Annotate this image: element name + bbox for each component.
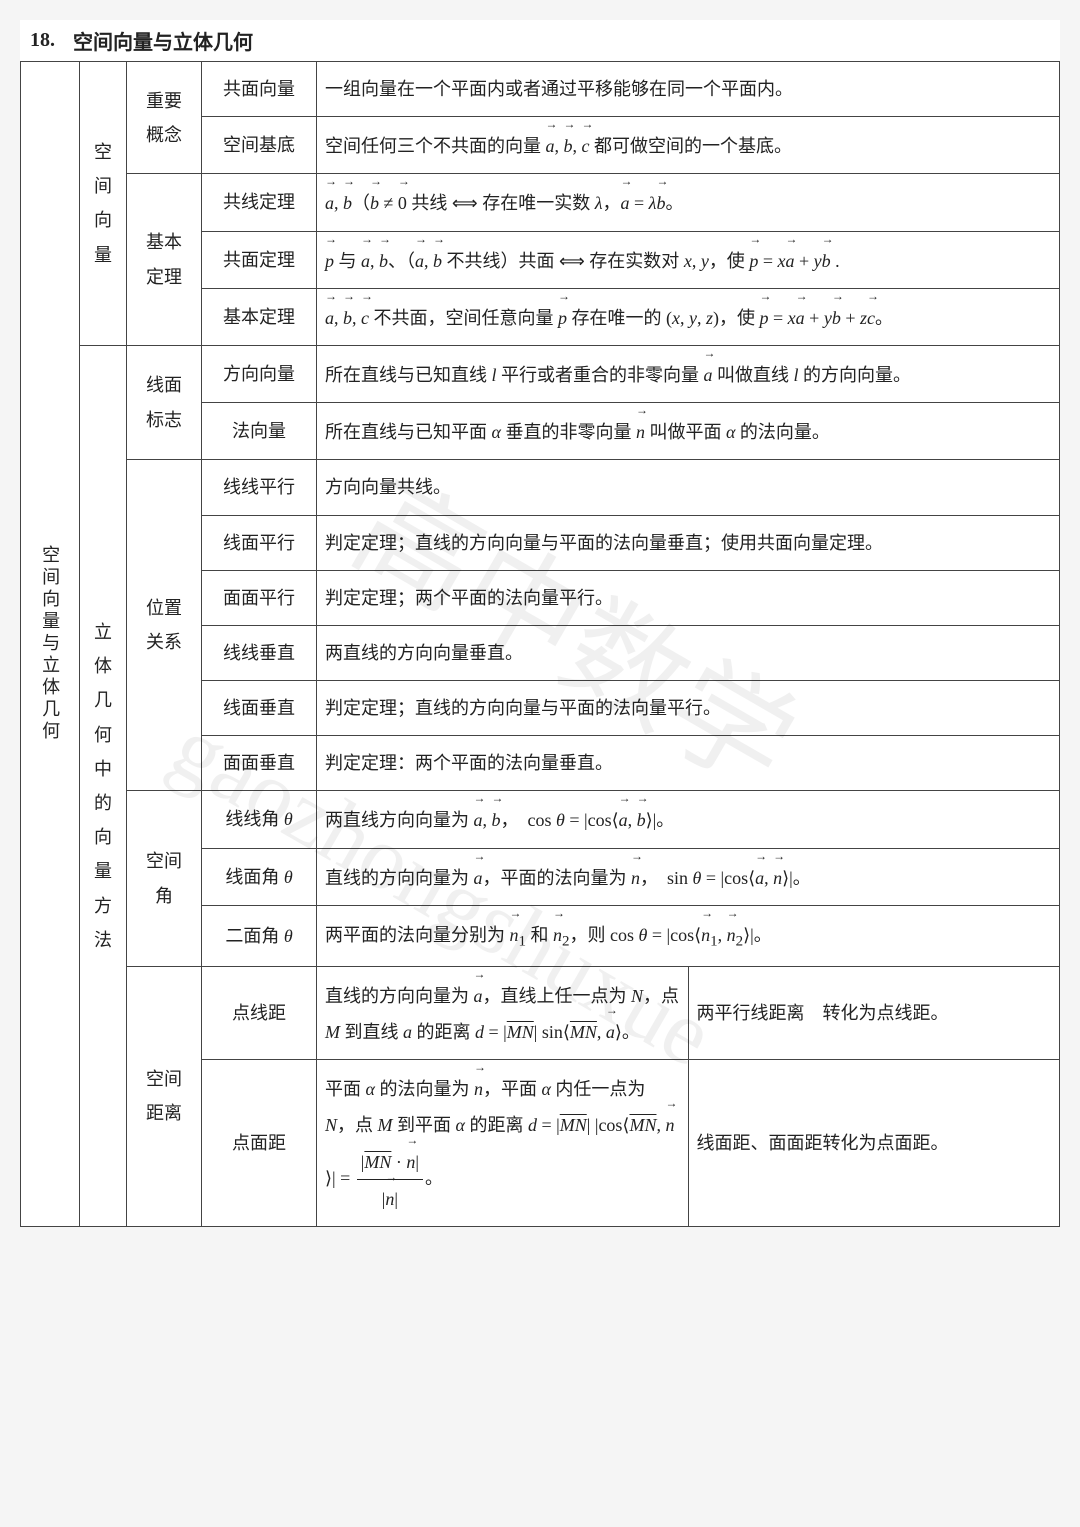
content-cell: p 与 a, b、（a, b 不共线）共面 ⟺ 存在实数对 x, y，使 p =…	[317, 231, 1060, 288]
term-cell: 共面向量	[202, 62, 317, 117]
content-cell: 方向向量共线。	[317, 460, 1060, 515]
content-cell: 平面 α 的法向量为 n，平面 α 内任一点为 N，点 M 到平面 α 的距离 …	[317, 1060, 689, 1227]
term-cell: 线线角 θ	[202, 791, 317, 848]
col-section1: 空间向量	[80, 62, 127, 346]
col-group-concepts: 重要概念	[127, 62, 202, 174]
col-group-distance: 空间距离	[127, 966, 202, 1226]
col-section2: 立体几何中的向量方法	[80, 345, 127, 1226]
col-leftmost: 空间向量与立体几何	[21, 62, 80, 1227]
chapter-title: 空间向量与立体几何	[73, 26, 253, 55]
term-cell: 线面角 θ	[202, 848, 317, 905]
term-cell: 线面平行	[202, 515, 317, 570]
term-cell: 二面角 θ	[202, 905, 317, 966]
chapter-header: 18. 空间向量与立体几何	[20, 20, 1060, 61]
content-cell: 一组向量在一个平面内或者通过平移能够在同一个平面内。	[317, 62, 1060, 117]
chapter-number: 18.	[30, 29, 55, 52]
content-cell: 两直线方向向量为 a, b， cos θ = |cos⟨a, b⟩|。	[317, 791, 1060, 848]
content-cell: 判定定理；直线的方向向量与平面的法向量垂直；使用共面向量定理。	[317, 515, 1060, 570]
content-cell: 判定定理：两个平面的法向量垂直。	[317, 736, 1060, 791]
content-cell: a, b, c 不共面，空间任意向量 p 存在唯一的 (x, y, z)，使 p…	[317, 288, 1060, 345]
term-cell: 线线平行	[202, 460, 317, 515]
content-cell: 所在直线与已知平面 α 垂直的非零向量 n 叫做平面 α 的法向量。	[317, 403, 1060, 460]
col-group-position: 位置关系	[127, 460, 202, 791]
term-cell: 基本定理	[202, 288, 317, 345]
term-cell: 方向向量	[202, 345, 317, 402]
table-row: 位置关系 线线平行 方向向量共线。	[21, 460, 1060, 515]
term-cell: 点面距	[202, 1060, 317, 1227]
term-cell: 面面垂直	[202, 736, 317, 791]
col-group-marks: 线面标志	[127, 345, 202, 459]
content-cell: 判定定理；直线的方向向量与平面的法向量平行。	[317, 681, 1060, 736]
term-cell: 点线距	[202, 966, 317, 1059]
content-cell: a, b（b ≠ 0 共线 ⟺ 存在唯一实数 λ，a = λb。	[317, 174, 1060, 231]
term-cell: 共面定理	[202, 231, 317, 288]
term-cell: 线面垂直	[202, 681, 317, 736]
col-group-angle: 空间角	[127, 791, 202, 966]
term-cell: 线线垂直	[202, 625, 317, 680]
content-cell: 两直线的方向向量垂直。	[317, 625, 1060, 680]
content-cell: 两平面的法向量分别为 n1 和 n2，则 cos θ = |cos⟨n1, n2…	[317, 905, 1060, 966]
term-cell: 面面平行	[202, 570, 317, 625]
table-row: 空间角 线线角 θ 两直线方向向量为 a, b， cos θ = |cos⟨a,…	[21, 791, 1060, 848]
table-row: 立体几何中的向量方法 线面标志 方向向量 所在直线与已知直线 l 平行或者重合的…	[21, 345, 1060, 402]
term-cell: 共线定理	[202, 174, 317, 231]
term-cell: 空间基底	[202, 117, 317, 174]
table-row: 基本定理 共线定理 a, b（b ≠ 0 共线 ⟺ 存在唯一实数 λ，a = λ…	[21, 174, 1060, 231]
table-row: 空间距离 点线距 直线的方向向量为 a，直线上任一点为 N，点 M 到直线 a …	[21, 966, 1060, 1059]
note-cell: 线面距、面面距转化为点面距。	[688, 1060, 1060, 1227]
page: 高中数学 gaozhongshuxue 18. 空间向量与立体几何 空间向量与立…	[20, 20, 1060, 1227]
col-group-theorems: 基本定理	[127, 174, 202, 346]
term-cell: 法向量	[202, 403, 317, 460]
content-cell: 所在直线与已知直线 l 平行或者重合的非零向量 a 叫做直线 l 的方向向量。	[317, 345, 1060, 402]
content-cell: 直线的方向向量为 a，平面的法向量为 n， sin θ = |cos⟨a, n⟩…	[317, 848, 1060, 905]
main-table: 空间向量与立体几何 空间向量 重要概念 共面向量 一组向量在一个平面内或者通过平…	[20, 61, 1060, 1227]
note-cell: 两平行线距离 转化为点线距。	[688, 966, 1060, 1059]
table-row: 空间向量与立体几何 空间向量 重要概念 共面向量 一组向量在一个平面内或者通过平…	[21, 62, 1060, 117]
content-cell: 判定定理；两个平面的法向量平行。	[317, 570, 1060, 625]
content-cell: 空间任何三个不共面的向量 a, b, c 都可做空间的一个基底。	[317, 117, 1060, 174]
content-cell: 直线的方向向量为 a，直线上任一点为 N，点 M 到直线 a 的距离 d = |…	[317, 966, 689, 1059]
